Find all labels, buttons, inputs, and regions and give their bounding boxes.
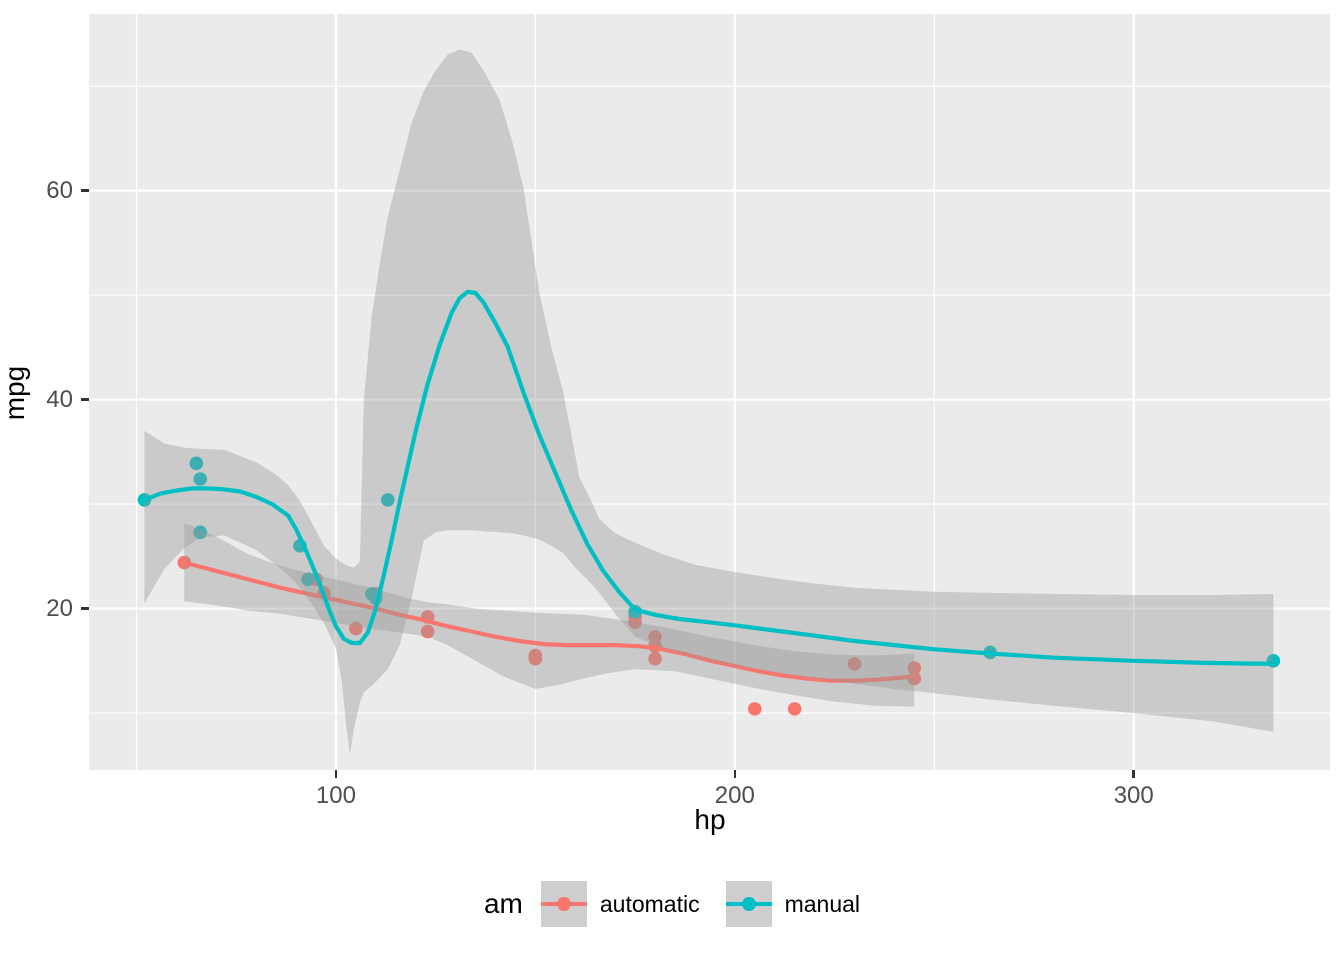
manual-point [380, 493, 395, 507]
x-tick-label: 300 [1113, 782, 1154, 809]
automatic-point [349, 621, 363, 636]
automatic-point [420, 624, 435, 639]
legend-entry-manual: manual [725, 881, 861, 927]
automatic-confidence-ribbon [184, 522, 915, 707]
y-tick-label: 20 [46, 594, 73, 622]
automatic-smooth-line [182, 560, 917, 683]
automatic-point [847, 657, 862, 671]
legend-title: am [483, 888, 523, 919]
manual-point [189, 456, 204, 471]
automatic-point [648, 651, 662, 666]
legend: am automatic manual [0, 881, 1344, 927]
x-axis-title: hp [694, 804, 726, 835]
manual-confidence-ribbon [144, 49, 1274, 755]
y-tick-mark [81, 189, 89, 192]
legend-key-automatic [540, 881, 587, 927]
manual-point [365, 587, 379, 601]
x-tick-mark [1132, 770, 1135, 778]
y-tick-label: 40 [46, 385, 73, 413]
legend-key-point-icon [556, 897, 571, 911]
chart-canvas [89, 14, 1330, 770]
legend-key-manual [725, 881, 772, 927]
y-tick-mark [81, 398, 89, 401]
automatic-point [907, 661, 922, 675]
y-tick-mark [81, 607, 89, 610]
legend-entry-automatic: automatic [540, 881, 700, 927]
legend-label-automatic: automatic [599, 890, 700, 917]
manual-point [193, 472, 208, 486]
legend-label-manual: manual [784, 890, 861, 917]
automatic-point [787, 702, 802, 716]
automatic-point [747, 702, 762, 716]
automatic-point [648, 629, 662, 644]
legend-key-point-icon [741, 897, 756, 911]
y-tick-label: 60 [46, 176, 73, 204]
x-tick-label: 100 [315, 782, 356, 809]
plot-panel [89, 14, 1330, 770]
x-tick-mark [733, 770, 737, 778]
y-axis-title: mpg [0, 365, 30, 421]
x-tick-label: 200 [714, 782, 755, 809]
manual-smooth-line [142, 289, 1276, 667]
manual-point [301, 572, 315, 587]
x-tick-mark [334, 770, 338, 778]
automatic-point [528, 651, 543, 666]
manual-point [193, 525, 208, 540]
